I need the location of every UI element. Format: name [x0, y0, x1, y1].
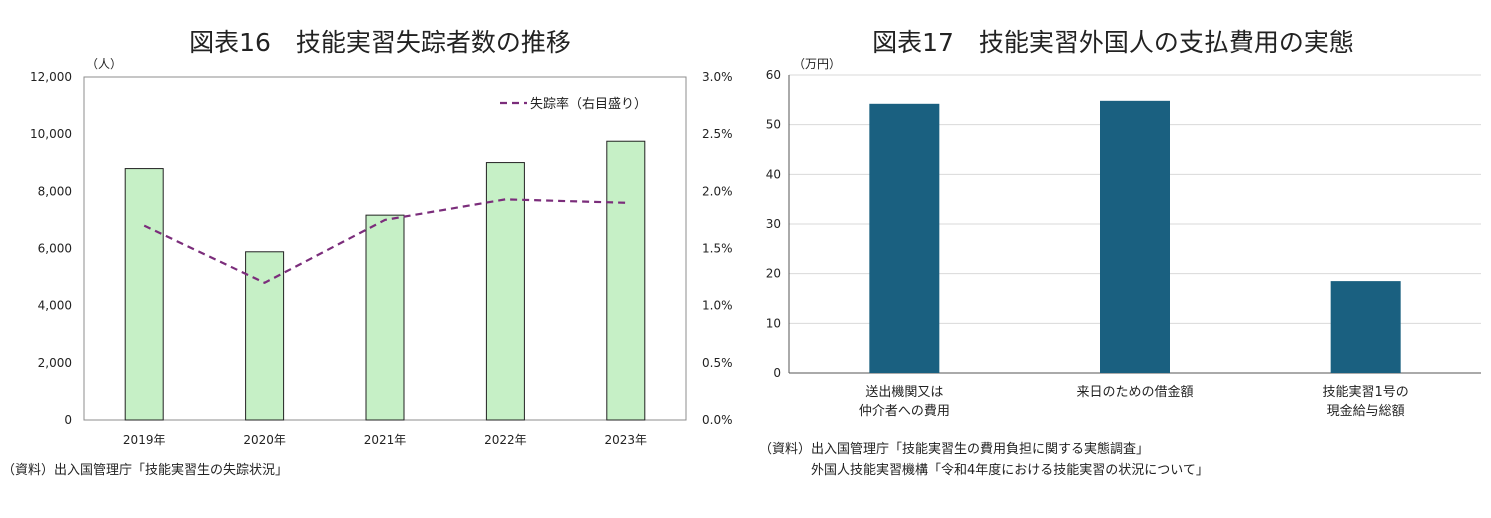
chart-panel-fig16: 図表16 技能実習失踪者数の推移 （人） （資料）出入国管理庁「技能実習生の失踪… [0, 0, 745, 518]
legend-label: 失踪率（右目盛り） [530, 96, 647, 112]
bar [124, 168, 164, 421]
y-tick-label: 0 [64, 413, 72, 427]
x-tick-label: 現金給与総額 [1327, 403, 1405, 419]
y2-tick-label: 1.0% [702, 299, 733, 313]
source-note-line-2: 外国人技能実習機構「令和4年度における技能実習の状況について」 [811, 462, 1209, 478]
chart-title: 図表17 技能実習外国人の支払費用の実態 [872, 28, 1354, 57]
y-tick-label: 20 [766, 267, 781, 281]
y-tick-label: 50 [766, 118, 781, 132]
y2-tick-label: 3.0% [702, 70, 733, 84]
series-line-dropout-rate [143, 198, 626, 285]
y-tick-label: 30 [766, 217, 781, 231]
y-tick-label: 0 [773, 366, 781, 380]
x-tick-label: 来日のための借金額 [1076, 384, 1193, 400]
y-tick-label: 40 [766, 167, 781, 181]
y-tick-label: 4,000 [38, 299, 72, 313]
y2-tick-label: 0.0% [702, 413, 733, 427]
y-tick-label: 8,000 [38, 184, 72, 198]
bar [365, 214, 405, 421]
y-tick-label: 6,000 [38, 242, 72, 256]
bar [485, 162, 525, 421]
chart-title: 図表16 技能実習失踪者数の推移 [189, 28, 571, 57]
bar [1330, 281, 1401, 373]
source-note: （資料）出入国管理庁「技能実習生の失踪状況」 [2, 462, 288, 478]
x-tick-label: 送出機関又は [865, 385, 943, 400]
y2-tick-label: 2.5% [702, 127, 733, 141]
y-axis-unit: （万円） [793, 57, 841, 71]
y-tick-label: 2,000 [38, 356, 72, 370]
y2-tick-label: 0.5% [702, 356, 733, 370]
y-tick-label: 12,000 [30, 70, 72, 84]
y-tick-label: 10 [766, 316, 781, 330]
bar [869, 103, 940, 373]
source-note-line-1: （資料）出入国管理庁「技能実習生の費用負担に関する実態調査」 [759, 441, 1149, 457]
x-tick-label: 仲介者への費用 [859, 404, 950, 419]
bar [245, 251, 285, 421]
chart-fig16: 図表16 技能実習失踪者数の推移 （人） （資料）出入国管理庁「技能実習生の失踪… [2, 28, 733, 478]
bar [606, 140, 646, 421]
chart-fig17: 図表17 技能実習外国人の支払費用の実態 （万円） （資料）出入国管理庁「技能実… [759, 28, 1481, 478]
y2-tick-label: 2.0% [702, 184, 733, 198]
x-tick-label: 2019年 [123, 433, 166, 447]
x-tick-label: 2022年 [484, 433, 527, 447]
x-tick-label: 2020年 [243, 433, 286, 447]
y2-tick-label: 1.5% [702, 242, 733, 256]
chart-panel-fig17: 図表17 技能実習外国人の支払費用の実態 （万円） （資料）出入国管理庁「技能実… [745, 0, 1491, 518]
x-tick-label: 2023年 [605, 433, 648, 447]
x-tick-label: 技能実習1号の [1323, 384, 1409, 400]
bar [1100, 100, 1170, 374]
x-tick-label: 2021年 [364, 433, 407, 447]
y-tick-label: 60 [766, 68, 781, 82]
y-tick-label: 10,000 [30, 127, 72, 141]
left-axis-unit: （人） [86, 57, 122, 71]
